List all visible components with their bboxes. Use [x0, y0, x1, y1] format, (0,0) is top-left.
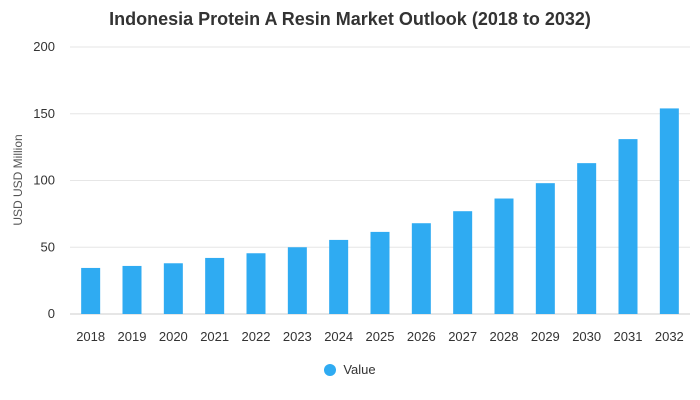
bar-2018[interactable]: [81, 267, 101, 314]
x-tick-label: 2029: [531, 329, 560, 344]
x-tick-label: 2031: [614, 329, 643, 344]
bar-2030[interactable]: [577, 163, 597, 314]
bar-2024[interactable]: [329, 239, 349, 314]
x-tick-label: 2020: [159, 329, 188, 344]
bars: [81, 108, 679, 314]
x-tick-label: 2018: [76, 329, 105, 344]
x-tick-label: 2022: [242, 329, 271, 344]
chart-title: Indonesia Protein A Resin Market Outlook…: [109, 9, 591, 29]
y-tick-label: 50: [41, 239, 55, 254]
y-tick-label: 200: [33, 39, 55, 54]
bar-2031[interactable]: [618, 139, 638, 314]
x-tick-label: 2030: [572, 329, 601, 344]
bar-2023[interactable]: [287, 247, 307, 314]
legend-label: Value: [343, 362, 376, 377]
bar-2026[interactable]: [411, 223, 431, 314]
bar-2027[interactable]: [453, 211, 473, 314]
legend-item-value[interactable]: Value: [324, 362, 376, 377]
y-axis-ticks: 0 50 100 150 200: [33, 39, 55, 321]
x-tick-label: 2024: [324, 329, 353, 344]
x-tick-label: 2019: [118, 329, 147, 344]
bar-2021[interactable]: [205, 257, 225, 314]
x-axis-ticks: 2018 2019 2020 2021 2022 2023 2024 2025 2026 2027…: [76, 329, 684, 344]
bar-2032[interactable]: [659, 108, 679, 314]
bar-2029[interactable]: [535, 183, 555, 314]
y-tick-label: 0: [48, 306, 55, 321]
legend: Value: [0, 362, 700, 379]
x-tick-label: 2027: [448, 329, 477, 344]
y-tick-label: 150: [33, 106, 55, 121]
bar-2019[interactable]: [122, 265, 142, 314]
y-tick-label: 100: [33, 173, 55, 188]
y-axis-label: USD USD Million: [11, 134, 25, 225]
x-tick-label: 2021: [200, 329, 229, 344]
x-tick-label: 2032: [655, 329, 684, 344]
x-tick-label: 2026: [407, 329, 436, 344]
x-tick-label: 2025: [366, 329, 395, 344]
bar-2020[interactable]: [163, 263, 183, 314]
x-tick-label: 2023: [283, 329, 312, 344]
bar-2025[interactable]: [370, 231, 390, 314]
bar-2028[interactable]: [494, 198, 514, 314]
x-tick-label: 2028: [490, 329, 519, 344]
legend-marker: [324, 363, 337, 376]
bar-2022[interactable]: [246, 253, 266, 314]
